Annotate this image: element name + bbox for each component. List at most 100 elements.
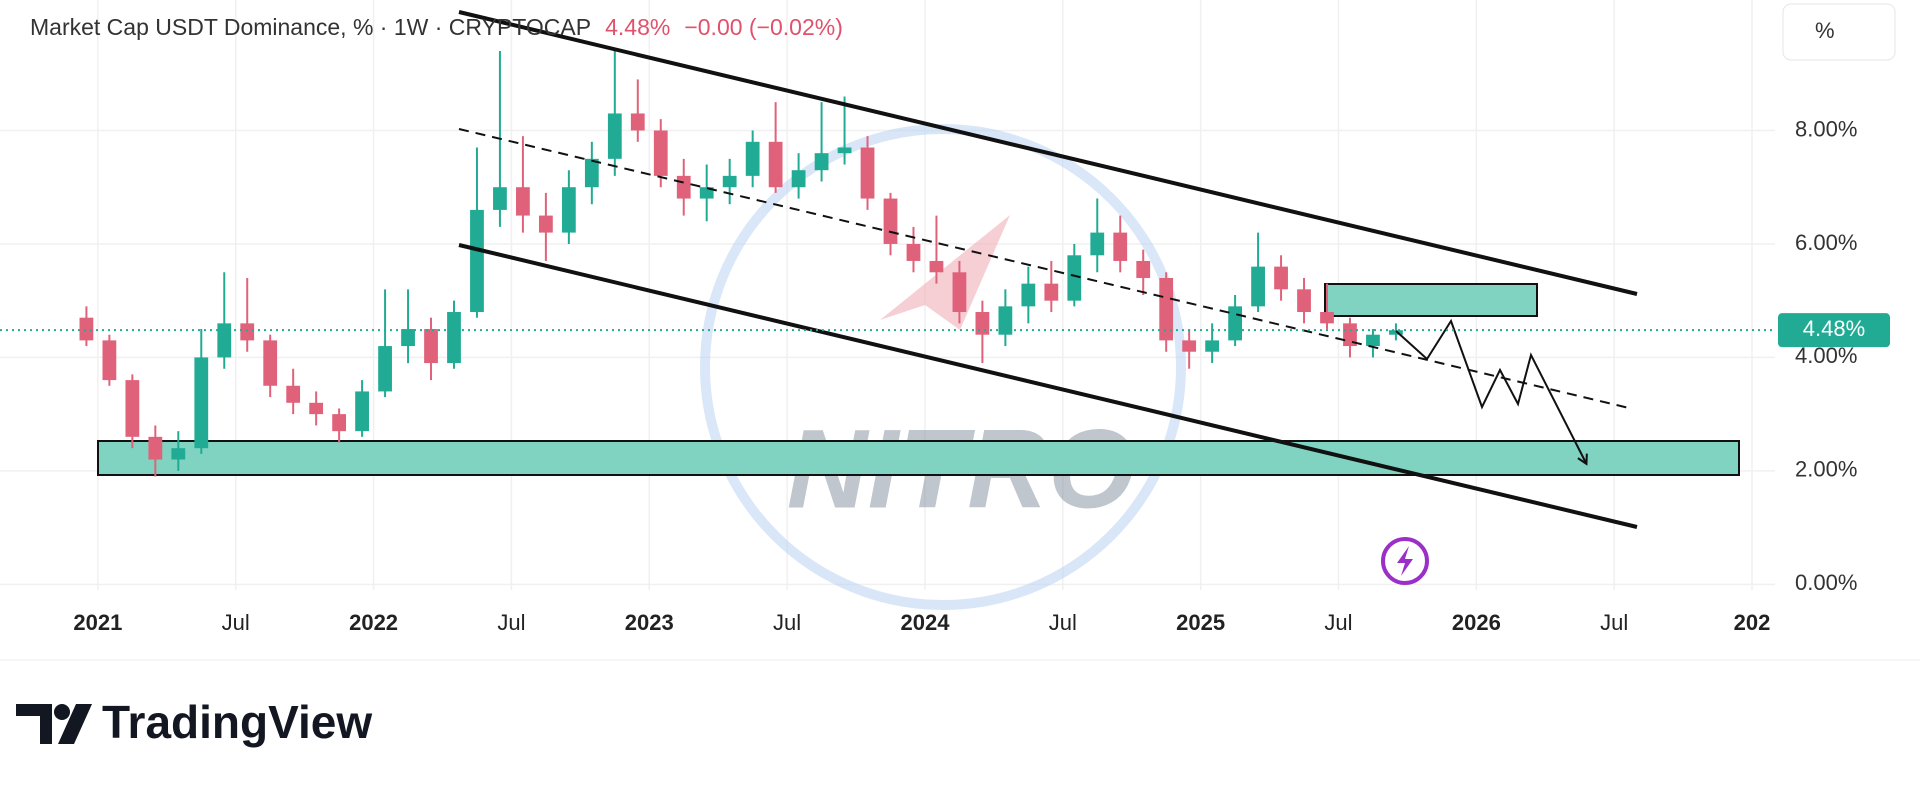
candle-body <box>883 198 898 244</box>
candle-body <box>1067 255 1082 301</box>
candle-body <box>814 153 829 171</box>
y-tick-label: 0.00% <box>1795 570 1857 595</box>
candle-body <box>1228 306 1243 341</box>
candle-body <box>1113 232 1128 261</box>
title-text: Market Cap USDT Dominance, % · 1W · CRYP… <box>30 14 591 40</box>
candle-body <box>745 141 760 176</box>
x-tick-label: 2025 <box>1176 610 1225 635</box>
logo-t <box>16 704 52 744</box>
y-tick-label: 4.00% <box>1795 343 1857 368</box>
candle-body <box>1021 283 1036 307</box>
x-tick-label: Jul <box>1324 610 1352 635</box>
candle-body <box>171 448 186 460</box>
candle-body <box>607 113 622 159</box>
x-tick-label: Jul <box>497 610 525 635</box>
candle-body <box>1159 277 1174 341</box>
candle-body <box>975 312 990 335</box>
price-label-box <box>1778 313 1890 348</box>
channel-mid <box>458 128 1630 409</box>
logo-dot <box>54 704 70 720</box>
candle-body <box>79 317 94 341</box>
candle-body <box>1274 266 1288 290</box>
candle-body <box>1366 334 1380 347</box>
candle-body <box>906 243 921 261</box>
candle-body <box>516 187 530 216</box>
candle-body <box>1389 330 1403 335</box>
candle-body <box>860 147 875 199</box>
candles <box>79 51 1403 477</box>
candle-body <box>263 340 278 386</box>
candle-body <box>378 346 392 392</box>
candle-body <box>1182 340 1197 352</box>
candle-body <box>837 147 852 154</box>
candle-body <box>309 402 324 415</box>
x-tick-label: Jul <box>1600 610 1628 635</box>
x-tick-label: 2026 <box>1452 610 1501 635</box>
candle-body <box>929 260 944 273</box>
y-tick-label: 2.00% <box>1795 457 1857 482</box>
candle-body <box>1090 232 1105 256</box>
candle-body <box>102 340 117 381</box>
x-tick-label: 2023 <box>625 610 674 635</box>
x-tick-label: 2021 <box>73 610 122 635</box>
candle-body <box>584 158 599 188</box>
scale-button-label[interactable]: % <box>1815 18 1835 43</box>
candle-body <box>699 187 714 199</box>
price-line-group: 4.48% <box>0 313 1890 348</box>
candle-body <box>538 215 553 233</box>
y-tick-label: 6.00% <box>1795 230 1857 255</box>
y-tick-label: 8.00% <box>1795 116 1857 141</box>
candle-body <box>125 380 140 437</box>
candle-body <box>1205 340 1220 352</box>
candle-body <box>676 175 691 199</box>
candle-body <box>722 175 737 188</box>
candle-body <box>791 170 806 188</box>
candle-body <box>768 141 783 188</box>
candle-body <box>217 323 232 358</box>
candle-body <box>286 385 301 403</box>
x-tick-label: Jul <box>222 610 250 635</box>
resistance-zone <box>1324 283 1538 317</box>
candle-body <box>1251 266 1265 307</box>
brand-name: TradingView <box>102 696 372 748</box>
header-price: 4.48% <box>605 14 670 40</box>
candle-body <box>653 130 668 176</box>
candle-body <box>355 391 369 432</box>
candle-body <box>240 323 255 341</box>
brand-logo: TradingView <box>16 696 372 748</box>
candle-body <box>630 113 645 131</box>
candle-body <box>1044 283 1059 301</box>
logo-slash <box>58 704 92 744</box>
x-tick-label: 202 <box>1734 610 1771 635</box>
chart-title: Market Cap USDT Dominance, % · 1W · CRYP… <box>30 14 843 40</box>
x-tick-label: 2022 <box>349 610 398 635</box>
candle-body <box>424 329 438 364</box>
projection-path <box>1395 318 1586 463</box>
candle-body <box>470 209 484 313</box>
candle-body <box>148 436 163 460</box>
flash-bolt <box>1397 546 1413 576</box>
x-tick-label: Jul <box>1049 610 1077 635</box>
channel-lower <box>458 243 1638 529</box>
candle-body <box>1297 289 1311 313</box>
candle-body <box>1320 312 1334 324</box>
channel-upper <box>458 10 1638 296</box>
watermark-rocket <box>880 215 1010 330</box>
candle-body <box>332 414 347 432</box>
x-tick-label: 2024 <box>900 610 950 635</box>
candle-body <box>194 357 209 449</box>
scale-button[interactable] <box>1782 3 1896 61</box>
support-zone <box>97 440 1740 476</box>
candle-body <box>401 329 415 347</box>
x-tick-label: Jul <box>773 610 801 635</box>
candle-body <box>998 306 1013 335</box>
flash-icon <box>1381 537 1429 585</box>
candle-body <box>952 272 967 313</box>
header-change: −0.00 (−0.02%) <box>684 14 843 40</box>
candle-body <box>561 187 576 233</box>
candle-body <box>1136 260 1151 278</box>
candle-body <box>493 187 507 210</box>
candle-body <box>1343 323 1357 347</box>
